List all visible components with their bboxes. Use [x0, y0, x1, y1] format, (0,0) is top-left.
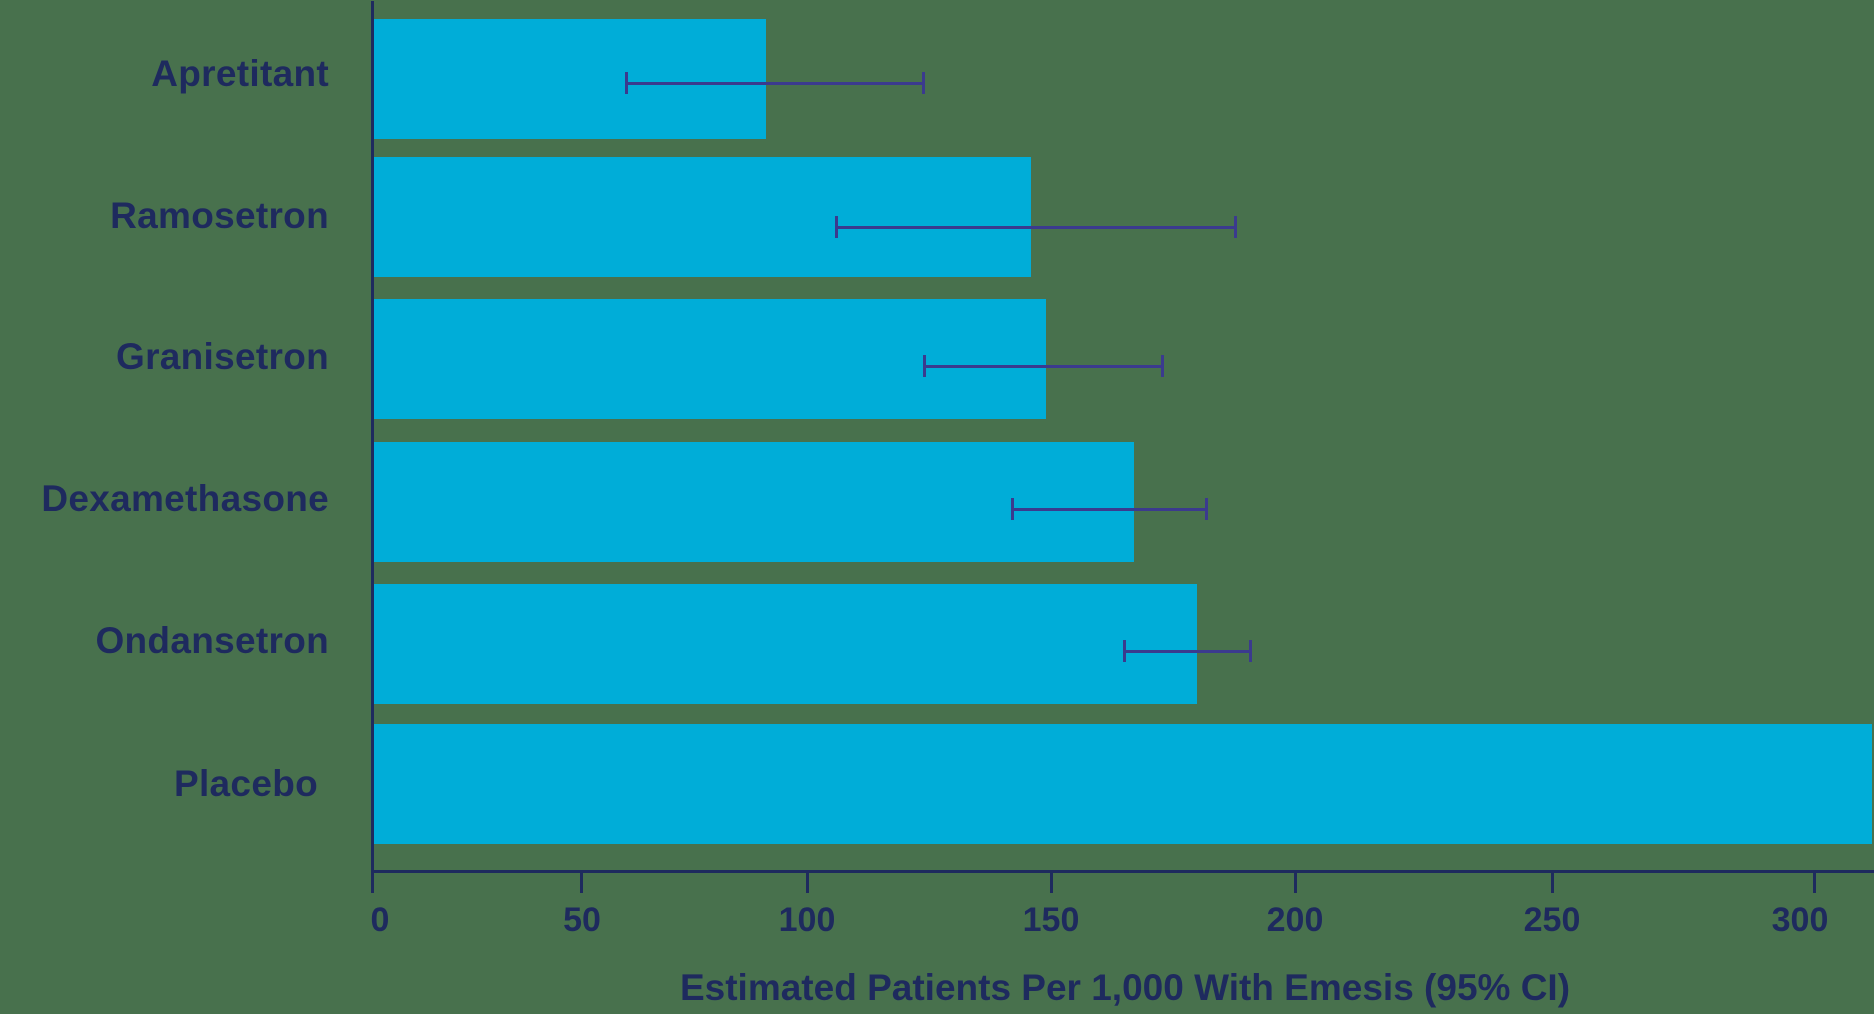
- x-tick-label: 50: [563, 901, 601, 939]
- bar-ramosetron: [374, 157, 1032, 277]
- x-tick-100: [806, 871, 809, 893]
- x-tick-label: 100: [778, 901, 836, 939]
- bar-ondansetron: [374, 584, 1198, 704]
- error-bar-apretitant: [625, 72, 926, 94]
- error-cap-high: [1161, 355, 1165, 377]
- error-bar-ramosetron: [835, 216, 1238, 238]
- error-cap-low: [923, 355, 927, 377]
- x-tick-300: [1813, 871, 1816, 893]
- x-tick-label: 150: [1022, 901, 1080, 939]
- x-tick-250: [1551, 871, 1554, 893]
- x-axis-line: [371, 870, 1874, 873]
- error-bar-granisetron: [923, 355, 1165, 377]
- x-tick-200: [1294, 871, 1297, 893]
- error-cap-high: [1205, 498, 1209, 520]
- category-label-granisetron: Granisetron: [115, 336, 329, 377]
- x-tick-50: [580, 871, 583, 893]
- bar-apretitant: [374, 19, 767, 139]
- category-label-placebo: Placebo: [174, 763, 318, 804]
- error-cap-low: [1010, 498, 1014, 520]
- x-tick-label: 300: [1771, 901, 1829, 939]
- error-cap-high: [1249, 640, 1253, 662]
- error-cap-low: [835, 216, 839, 238]
- x-tick-label: 0: [370, 901, 390, 939]
- bar-dexamethasone: [374, 442, 1134, 562]
- bar-granisetron: [374, 299, 1047, 419]
- error-bar-ondansetron: [1123, 640, 1253, 662]
- error-cap-high: [922, 72, 926, 94]
- error-cap-low: [1123, 640, 1127, 662]
- x-axis-title: Estimated Patients Per 1,000 With Emesis…: [679, 967, 1571, 1008]
- x-tick-label: 250: [1523, 901, 1581, 939]
- category-label-ramosetron: Ramosetron: [110, 195, 329, 236]
- category-label-dexamethasone: Dexamethasone: [41, 478, 329, 519]
- category-label-apretitant: Apretitant: [151, 53, 329, 94]
- error-cap-high: [1234, 216, 1238, 238]
- bar-placebo: [374, 724, 1872, 844]
- y-axis-line: [371, 1, 374, 873]
- x-tick-label: 200: [1266, 901, 1324, 939]
- error-bar-dexamethasone: [1010, 498, 1209, 520]
- category-label-ondansetron: Ondansetron: [95, 620, 329, 661]
- error-cap-low: [625, 72, 629, 94]
- x-tick-0: [371, 871, 374, 893]
- x-tick-150: [1050, 871, 1053, 893]
